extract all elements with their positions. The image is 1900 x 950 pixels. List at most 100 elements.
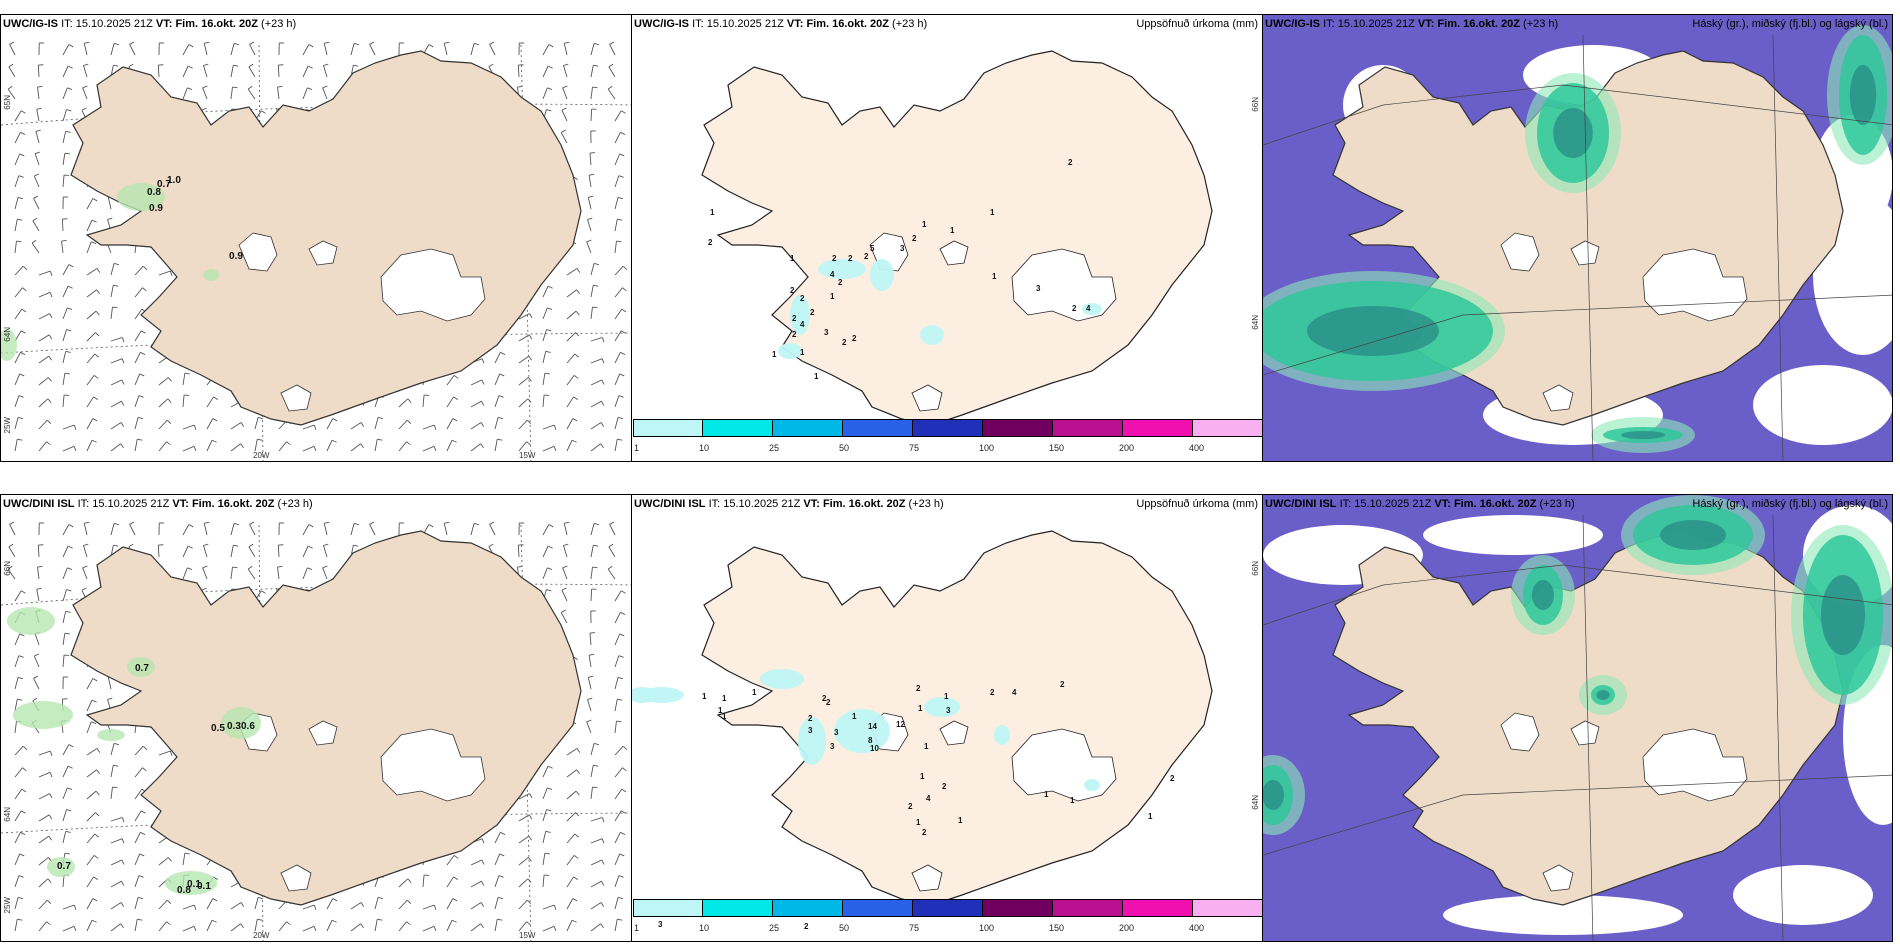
wind-barb xyxy=(562,567,568,580)
wind-barb xyxy=(110,400,122,408)
wind-barb-flag xyxy=(307,567,313,571)
wind-barb xyxy=(587,197,592,210)
glacier xyxy=(1570,240,1600,266)
wind-barb xyxy=(86,198,94,210)
lat-label-65n: 65N xyxy=(3,95,12,110)
wind-barb-flag xyxy=(66,589,72,592)
wind-barb-flag xyxy=(203,543,209,546)
wind-barb-flag xyxy=(593,764,599,767)
value-label: 0.8 xyxy=(147,187,161,198)
value-label: 1 xyxy=(922,220,927,229)
wind-barb xyxy=(182,373,186,386)
wind-barb xyxy=(62,925,75,932)
wind-barb-flag xyxy=(547,285,553,289)
wind-barb xyxy=(14,919,18,932)
wind-barb xyxy=(446,919,453,932)
wind-barb xyxy=(14,655,20,668)
wind-barb xyxy=(110,337,123,342)
colorbar xyxy=(633,899,1262,917)
wind-barb xyxy=(14,699,18,712)
wind-barb xyxy=(590,87,593,100)
wind-barb-flag xyxy=(67,285,73,289)
colorbar-frame xyxy=(633,899,1262,917)
wind-barb-flag xyxy=(31,239,37,244)
wind-barb-flag xyxy=(571,919,577,923)
wind-barb xyxy=(590,285,594,298)
wind-barb xyxy=(61,218,64,232)
wind-barb xyxy=(158,921,167,932)
wind-barb-flag xyxy=(433,446,437,452)
wind-barb-flag xyxy=(527,377,532,382)
wind-barb xyxy=(542,87,548,100)
wind-barb xyxy=(86,219,93,232)
wind-barb-flag xyxy=(331,919,337,923)
wind-barb-flag xyxy=(22,745,28,750)
colorbar-segment xyxy=(913,419,983,437)
wind-barb-flag xyxy=(553,904,557,910)
wind-barb xyxy=(230,567,233,580)
wind-barb xyxy=(33,198,40,210)
wind-barb-flag xyxy=(588,195,594,198)
wind-barb xyxy=(230,902,242,910)
wind-barb xyxy=(562,87,568,100)
value-label: 1 xyxy=(950,226,955,235)
high-cloud-core xyxy=(1849,65,1877,125)
wind-barb xyxy=(62,831,67,844)
wind-barb xyxy=(614,633,621,646)
wind-barb-flag xyxy=(526,899,532,904)
wind-barb xyxy=(446,876,454,888)
wind-barb xyxy=(249,44,256,56)
value-label: 1.0 xyxy=(167,175,181,186)
wind-barb-flag xyxy=(193,926,197,932)
wind-barb-flag xyxy=(193,446,197,452)
wind-barb xyxy=(589,633,592,646)
high-cloud-core xyxy=(1532,580,1554,610)
wind-barb-flag xyxy=(592,86,598,89)
wind-barb xyxy=(9,44,16,56)
wind-barb-flag xyxy=(37,566,43,568)
wind-barb xyxy=(561,589,568,602)
lat-line xyxy=(1263,774,1892,856)
wind-barb-flag xyxy=(546,329,552,332)
precip-area xyxy=(117,183,165,211)
wind-barb xyxy=(8,546,16,558)
wind-barb xyxy=(590,358,603,364)
wind-barb xyxy=(560,132,568,144)
wind-barb xyxy=(110,838,123,844)
wind-barb xyxy=(34,153,40,166)
glacier xyxy=(1570,720,1600,746)
wind-barb-flag xyxy=(248,543,254,548)
wind-barb-flag xyxy=(498,875,504,878)
wind-barb xyxy=(302,445,315,452)
wind-barb xyxy=(83,545,88,558)
wind-barb xyxy=(566,769,577,778)
wind-barb xyxy=(158,441,167,452)
wind-barb-flag xyxy=(20,810,26,814)
wind-barb xyxy=(494,417,499,430)
wind-barb-flag xyxy=(48,814,53,820)
value-label: 1 xyxy=(800,348,805,357)
iceland-landmass xyxy=(70,50,582,426)
wind-barb-flag xyxy=(622,265,628,270)
glacier xyxy=(280,864,312,892)
wind-barb-flag xyxy=(84,521,90,524)
wind-barb xyxy=(588,655,592,668)
value-label: 1 xyxy=(722,694,727,703)
wind-barb-flag xyxy=(488,543,494,548)
colorbar-segment xyxy=(843,419,913,437)
wind-barb-flag xyxy=(73,904,77,910)
lat-line xyxy=(1,812,631,834)
wind-barb xyxy=(62,329,67,342)
wind-barb-flag xyxy=(369,41,375,45)
wind-barb-flag xyxy=(112,306,118,309)
wind-barb-flag xyxy=(65,830,71,833)
wind-barb-flag xyxy=(73,424,77,430)
wind-barb xyxy=(248,546,256,558)
wind-barb xyxy=(230,523,235,536)
wind-barb xyxy=(62,395,65,408)
wind-barb xyxy=(614,241,617,254)
lon-line xyxy=(1582,514,1594,941)
wind-barb-flag xyxy=(94,353,99,358)
wind-barb-flag xyxy=(48,835,53,841)
value-label: 1 xyxy=(918,704,923,713)
